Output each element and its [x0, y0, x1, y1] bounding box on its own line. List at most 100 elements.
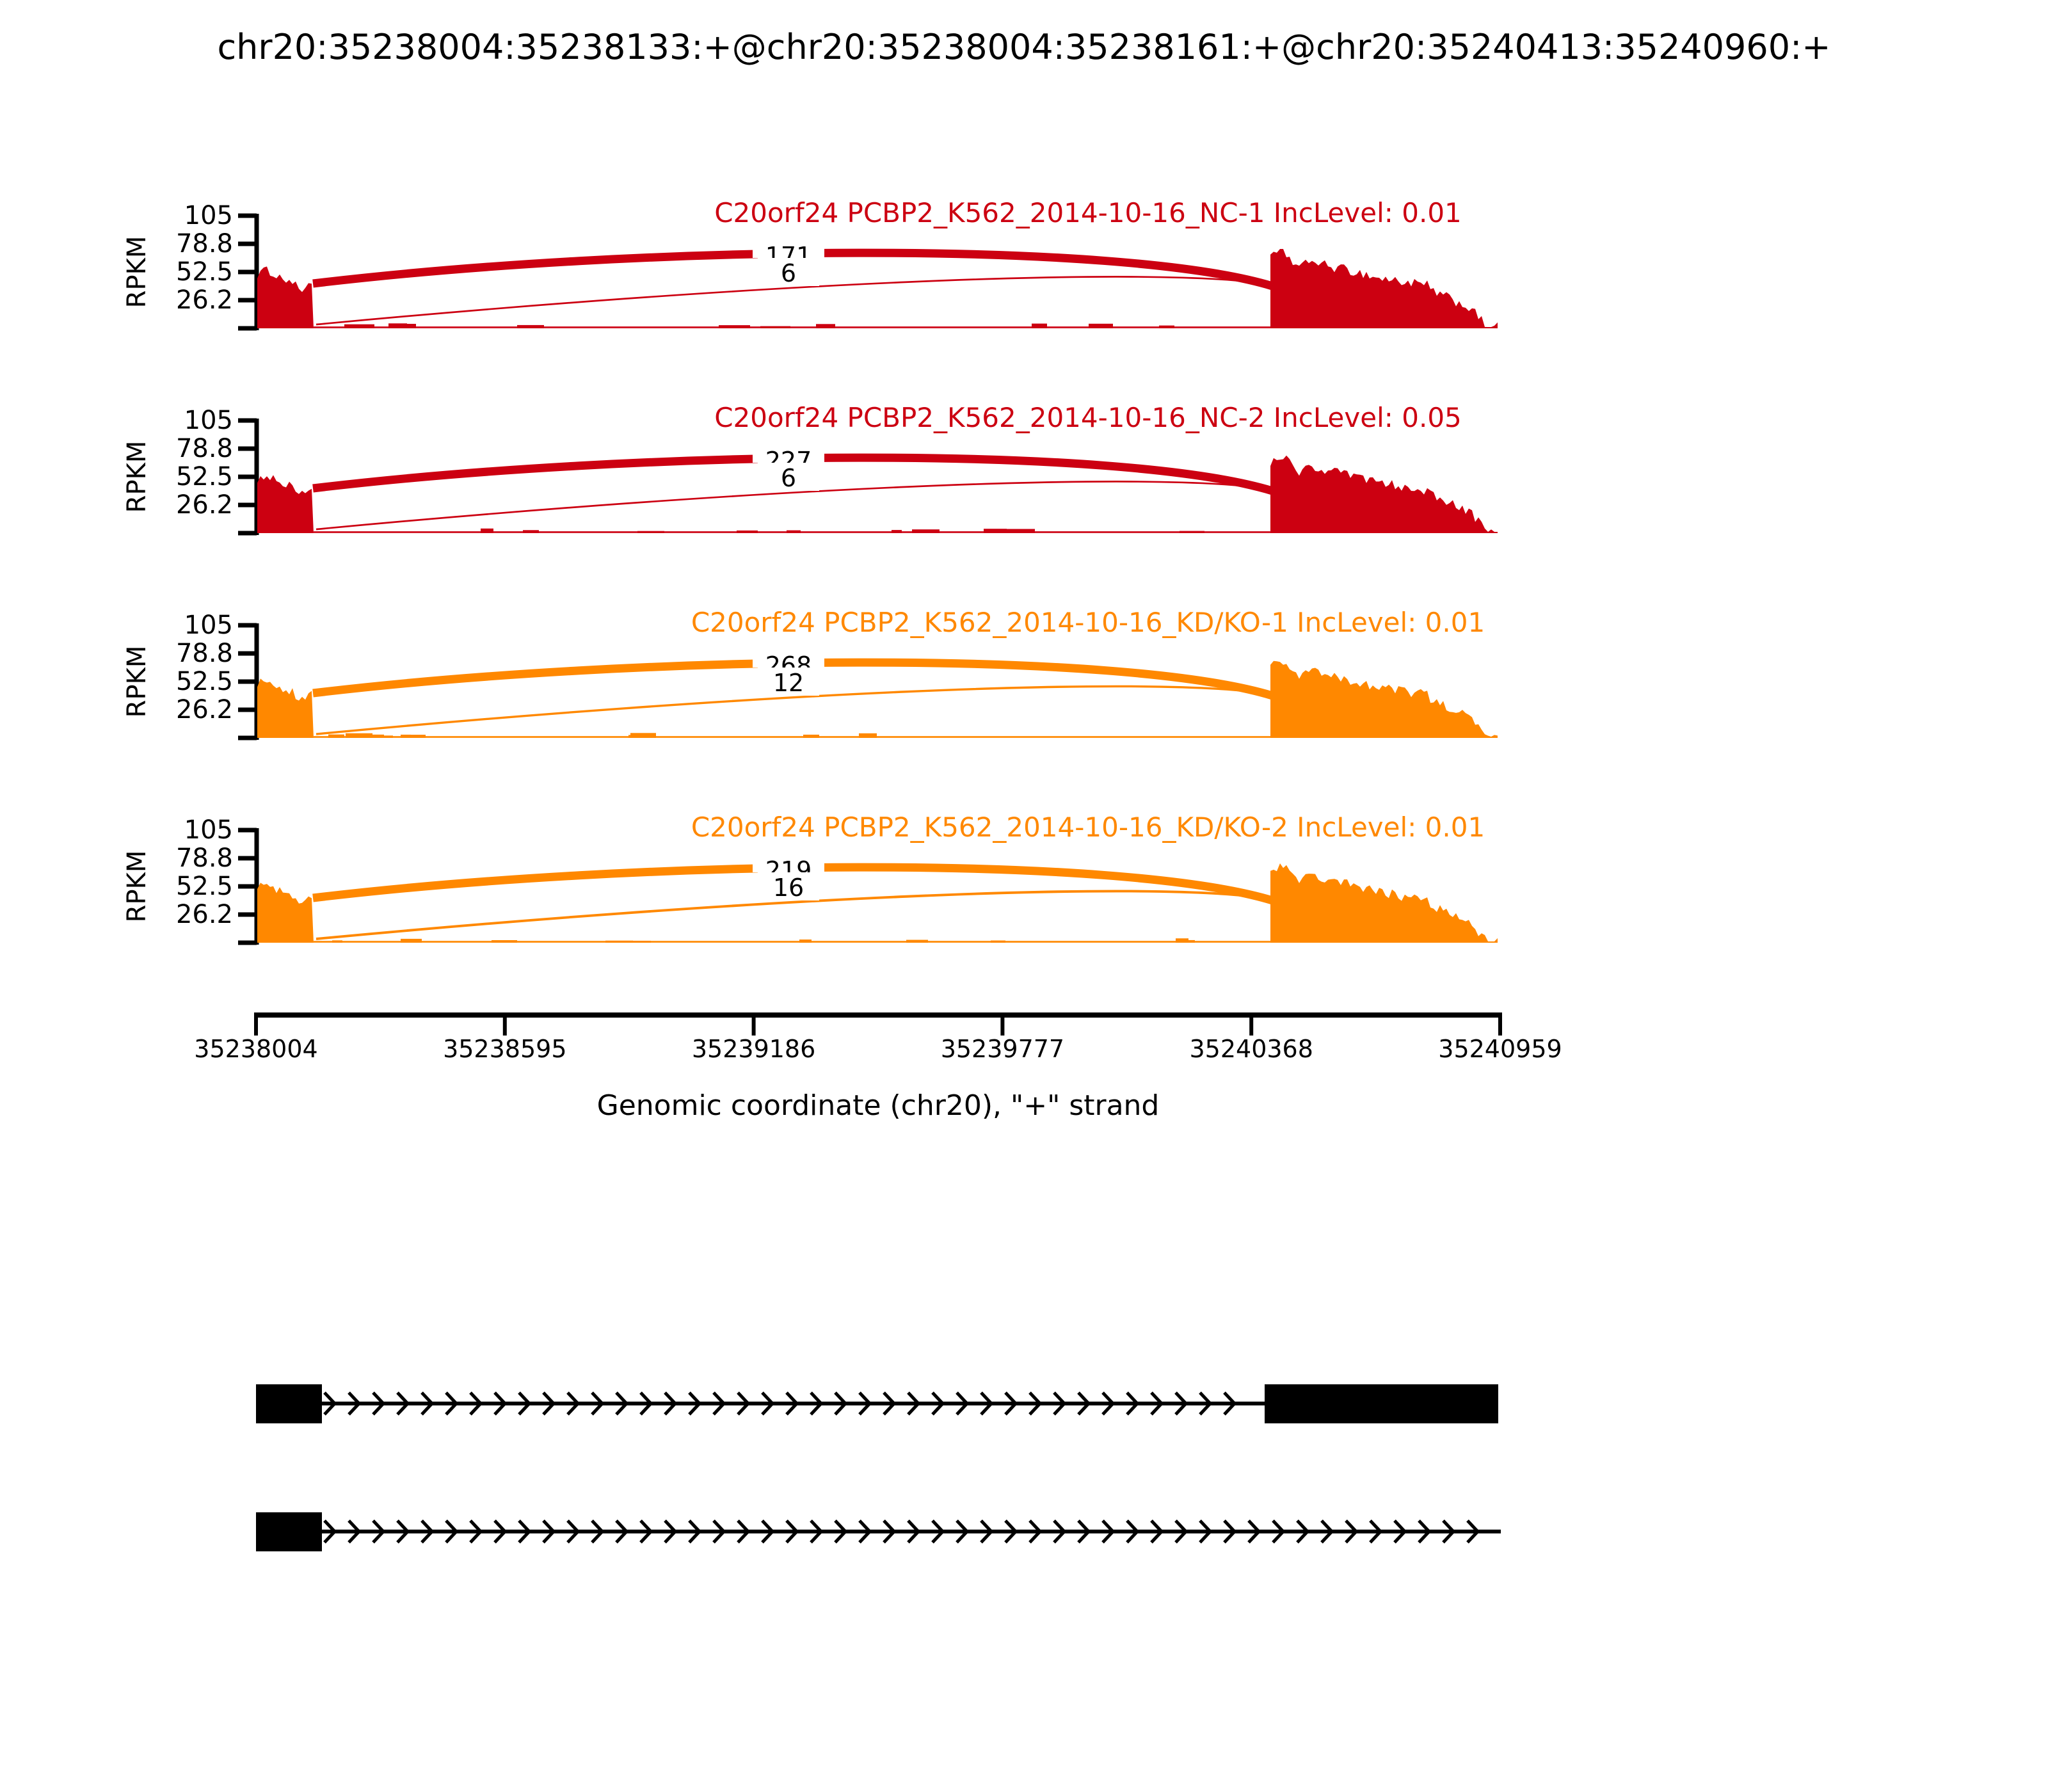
strand-chevron — [420, 1391, 435, 1416]
strand-chevron — [1466, 1519, 1480, 1544]
coverage-noise-bump — [892, 530, 902, 533]
coverage-noise-bump — [1159, 325, 1174, 328]
strand-chevron — [931, 1519, 945, 1544]
junction-arc-top — [312, 453, 1274, 495]
x-tick-label: 35240368 — [1189, 1035, 1313, 1063]
strand-chevron — [323, 1519, 337, 1544]
coverage-noise-bump — [1089, 323, 1113, 328]
strand-chevron — [1053, 1391, 1067, 1416]
track-title: C20orf24 PCBP2_K562_2014-10-16_KD/KO-1 I… — [691, 607, 1485, 638]
coverage-left-exon — [257, 678, 314, 738]
coverage-noise-bump — [984, 529, 1007, 533]
track-title: C20orf24 PCBP2_K562_2014-10-16_KD/KO-2 I… — [691, 812, 1485, 843]
coverage-left-exon — [257, 475, 314, 533]
coverage-noise-bump — [803, 734, 819, 738]
y-tick-label: 78.8 — [176, 434, 233, 463]
strand-chevron — [883, 1391, 897, 1416]
figure-title: chr20:35238004:35238133:+@chr20:35238004… — [217, 27, 1830, 67]
junction-count-bottom-label: 12 — [773, 669, 804, 697]
strand-chevron — [1053, 1519, 1067, 1544]
y-tick-label: 52.5 — [176, 257, 233, 287]
strand-chevron — [956, 1519, 970, 1544]
strand-chevron — [1150, 1519, 1164, 1544]
coverage-noise-bump — [1183, 940, 1195, 943]
coverage-noise-bump — [605, 940, 633, 943]
coverage-noise-bump — [632, 940, 651, 943]
coverage-noise-bump — [859, 733, 877, 738]
coverage-noise-bump — [1004, 529, 1035, 533]
junction-count-bottom-bg — [758, 668, 819, 696]
strand-chevron — [639, 1391, 653, 1416]
strand-chevron — [1320, 1519, 1334, 1544]
coverage-right-exon — [1270, 863, 1498, 943]
junction-count-top-bg — [753, 849, 824, 872]
junction-count-bottom-bg — [758, 872, 819, 900]
strand-chevron — [1126, 1391, 1140, 1416]
strand-chevron — [591, 1391, 605, 1416]
strand-chevron — [1223, 1391, 1237, 1416]
coverage-noise-bump — [517, 324, 544, 328]
coverage-noise-bump — [388, 323, 407, 328]
coverage-noise-bump — [404, 735, 426, 738]
strand-chevron — [980, 1391, 994, 1416]
strand-chevron — [542, 1519, 556, 1544]
strand-chevron — [542, 1391, 556, 1416]
strand-chevron — [469, 1519, 483, 1544]
junction-arc-bottom — [316, 890, 1273, 940]
strand-chevron — [396, 1519, 410, 1544]
strand-chevron — [907, 1519, 921, 1544]
strand-chevron — [785, 1391, 799, 1416]
coverage-noise-bump — [401, 734, 411, 738]
strand-chevron — [372, 1391, 386, 1416]
strand-chevron — [1199, 1391, 1213, 1416]
coverage-right-exon — [1270, 249, 1498, 328]
strand-chevron — [1028, 1519, 1043, 1544]
strand-chevron — [1004, 1519, 1018, 1544]
strand-chevron — [810, 1391, 824, 1416]
track-title: C20orf24 PCBP2_K562_2014-10-16_NC-2 IncL… — [714, 402, 1462, 433]
coverage-left-exon — [257, 266, 314, 328]
coverage-noise-bump — [737, 530, 758, 533]
strand-chevron — [1272, 1519, 1286, 1544]
strand-chevron — [566, 1519, 580, 1544]
y-tick-label: 78.8 — [176, 229, 233, 259]
coverage-baseline — [314, 326, 1270, 328]
strand-chevron — [1442, 1519, 1456, 1544]
junction-arc-top — [312, 658, 1274, 700]
strand-chevron — [1077, 1391, 1091, 1416]
x-tick-label: 35238595 — [443, 1035, 566, 1063]
strand-chevron — [1174, 1519, 1188, 1544]
strand-chevron — [1393, 1519, 1407, 1544]
y-tick-label: 52.5 — [176, 667, 233, 696]
coverage-noise-bump — [344, 324, 374, 328]
strand-chevron — [1101, 1391, 1116, 1416]
coverage-baseline — [314, 736, 1270, 738]
strand-chevron — [688, 1519, 702, 1544]
strand-chevron — [1199, 1519, 1213, 1544]
strand-chevron — [761, 1391, 775, 1416]
y-tick-label: 105 — [184, 611, 233, 640]
coverage-noise-bump — [481, 528, 493, 533]
coverage-noise-bump — [912, 529, 940, 533]
strand-chevron — [615, 1391, 629, 1416]
transcript-exon-box — [1265, 1384, 1498, 1423]
y-tick-label: 26.2 — [176, 900, 233, 929]
strand-chevron — [1247, 1519, 1261, 1544]
strand-chevron — [810, 1519, 824, 1544]
coverage-noise-bump — [492, 940, 517, 943]
junction-arc-bottom — [316, 276, 1273, 326]
coverage-noise-bump — [523, 530, 539, 533]
strand-chevron — [712, 1391, 726, 1416]
x-axis-title: Genomic coordinate (chr20), "+" strand — [597, 1089, 1160, 1122]
x-tick-label: 35238004 — [194, 1035, 317, 1063]
coverage-noise-bump — [1180, 531, 1204, 533]
strand-chevron — [348, 1519, 362, 1544]
strand-chevron — [639, 1519, 653, 1544]
strand-chevron — [372, 1519, 386, 1544]
strand-chevron — [1028, 1391, 1043, 1416]
junction-count-bottom-bg — [758, 463, 819, 491]
strand-chevron — [785, 1519, 799, 1544]
strand-chevron — [1345, 1519, 1359, 1544]
y-axis-title: RPKM — [122, 441, 152, 513]
